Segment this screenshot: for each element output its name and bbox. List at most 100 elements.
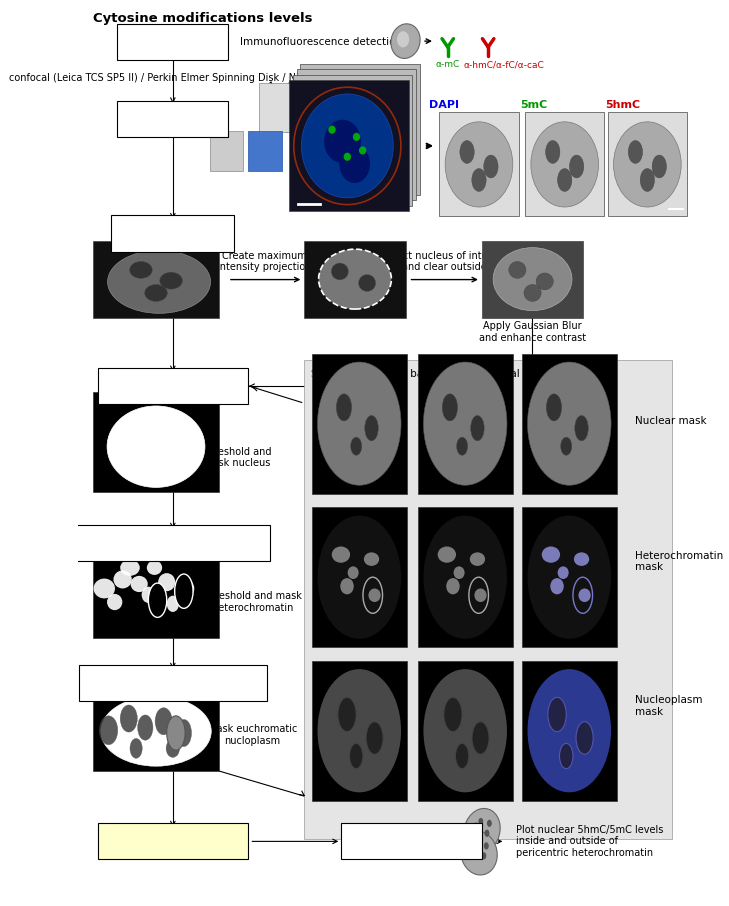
Ellipse shape: [536, 273, 553, 290]
FancyBboxPatch shape: [312, 353, 407, 494]
Ellipse shape: [628, 140, 642, 163]
FancyBboxPatch shape: [522, 660, 617, 801]
FancyBboxPatch shape: [482, 241, 583, 317]
Ellipse shape: [528, 362, 611, 486]
FancyBboxPatch shape: [117, 101, 228, 137]
Circle shape: [470, 845, 475, 853]
Ellipse shape: [331, 263, 348, 280]
Ellipse shape: [484, 155, 498, 178]
Ellipse shape: [528, 670, 611, 793]
Ellipse shape: [366, 722, 383, 754]
Ellipse shape: [456, 438, 467, 455]
Ellipse shape: [397, 31, 409, 47]
Ellipse shape: [318, 670, 401, 793]
FancyBboxPatch shape: [300, 63, 420, 195]
Text: Evaluation of results: Evaluation of results: [358, 836, 465, 846]
Ellipse shape: [167, 716, 185, 750]
Text: Nucleoplasm
mask: Nucleoplasm mask: [635, 695, 703, 717]
Ellipse shape: [574, 416, 588, 441]
Ellipse shape: [614, 121, 681, 207]
Ellipse shape: [328, 126, 336, 134]
FancyBboxPatch shape: [209, 130, 243, 171]
FancyBboxPatch shape: [93, 691, 219, 771]
FancyBboxPatch shape: [439, 112, 519, 217]
Ellipse shape: [145, 284, 167, 302]
Ellipse shape: [445, 121, 512, 207]
Ellipse shape: [558, 566, 569, 579]
Text: confocal (Leica TCS SP5 II) / Perkin Elmer Spinning Disk / Nikon Ti-E: confocal (Leica TCS SP5 II) / Perkin Elm…: [9, 73, 337, 83]
Ellipse shape: [107, 594, 122, 610]
Text: Heterochromatin segmentation: Heterochromatin segmentation: [91, 538, 254, 548]
Text: Select nucleus of interest
and clear outside: Select nucleus of interest and clear out…: [382, 251, 506, 273]
Text: Threshold and mask
heterochromatin: Threshold and mask heterochromatin: [203, 592, 302, 612]
Ellipse shape: [548, 698, 566, 732]
FancyBboxPatch shape: [79, 665, 267, 701]
Ellipse shape: [437, 546, 456, 563]
Ellipse shape: [561, 438, 572, 455]
Circle shape: [485, 830, 489, 837]
Ellipse shape: [318, 516, 401, 639]
Ellipse shape: [464, 808, 500, 853]
Ellipse shape: [461, 832, 497, 875]
Ellipse shape: [340, 578, 354, 594]
Text: Threshold and
mask nucleus: Threshold and mask nucleus: [203, 447, 272, 468]
FancyBboxPatch shape: [93, 392, 219, 492]
Ellipse shape: [301, 94, 393, 198]
Ellipse shape: [524, 284, 541, 302]
Ellipse shape: [443, 394, 458, 421]
Ellipse shape: [160, 272, 182, 289]
Circle shape: [478, 818, 483, 825]
Ellipse shape: [550, 578, 564, 594]
Text: Plot nuclear 5hmC/5mC levels
inside and outside of
pericentric heterochromatin: Plot nuclear 5hmC/5mC levels inside and …: [515, 824, 663, 858]
Ellipse shape: [472, 169, 486, 191]
Ellipse shape: [475, 589, 487, 602]
Text: Detection: Detection: [147, 37, 198, 47]
Text: Pre-processing: Pre-processing: [134, 228, 211, 238]
Ellipse shape: [531, 121, 599, 207]
Ellipse shape: [444, 698, 462, 732]
Ellipse shape: [364, 416, 378, 441]
FancyBboxPatch shape: [525, 112, 604, 217]
Ellipse shape: [542, 546, 560, 563]
Ellipse shape: [456, 744, 469, 768]
Circle shape: [481, 853, 486, 860]
Text: Immunofluorescence detection: Immunofluorescence detection: [240, 37, 402, 47]
Ellipse shape: [391, 24, 420, 59]
Ellipse shape: [359, 275, 375, 292]
Text: Measure intensities: Measure intensities: [122, 836, 224, 846]
Ellipse shape: [130, 262, 152, 278]
Ellipse shape: [324, 120, 361, 163]
Ellipse shape: [149, 583, 167, 617]
Ellipse shape: [569, 155, 584, 178]
Ellipse shape: [576, 722, 593, 754]
Text: Nuclear mask: Nuclear mask: [635, 417, 706, 427]
FancyBboxPatch shape: [522, 507, 617, 647]
Circle shape: [487, 820, 492, 827]
FancyBboxPatch shape: [607, 112, 687, 217]
Text: Cytosine modifications levels: Cytosine modifications levels: [93, 12, 313, 25]
Ellipse shape: [574, 553, 589, 566]
Text: α-hmC/α-fC/α-caC: α-hmC/α-fC/α-caC: [463, 60, 544, 69]
Ellipse shape: [368, 589, 381, 602]
Text: Apply Gaussian Blur
and enhance contrast: Apply Gaussian Blur and enhance contrast: [479, 321, 586, 342]
Text: 5mC: 5mC: [445, 363, 470, 373]
Text: Subnuclear masks based on DAPI signal: Subnuclear masks based on DAPI signal: [311, 369, 519, 379]
Ellipse shape: [349, 744, 363, 768]
Ellipse shape: [528, 516, 611, 639]
Ellipse shape: [424, 362, 507, 486]
Ellipse shape: [176, 579, 194, 599]
Text: Z-stacks: Z-stacks: [412, 127, 421, 165]
Ellipse shape: [640, 169, 655, 191]
Text: ≡: ≡: [219, 144, 233, 159]
Ellipse shape: [338, 698, 356, 732]
FancyBboxPatch shape: [248, 130, 282, 171]
Ellipse shape: [138, 715, 153, 740]
FancyBboxPatch shape: [98, 368, 248, 404]
Ellipse shape: [558, 169, 572, 191]
Ellipse shape: [101, 696, 211, 766]
Ellipse shape: [340, 145, 370, 183]
Text: DAPI: DAPI: [96, 244, 117, 253]
FancyBboxPatch shape: [117, 24, 228, 60]
Text: Microscopy: Microscopy: [144, 114, 202, 124]
Ellipse shape: [167, 596, 179, 612]
